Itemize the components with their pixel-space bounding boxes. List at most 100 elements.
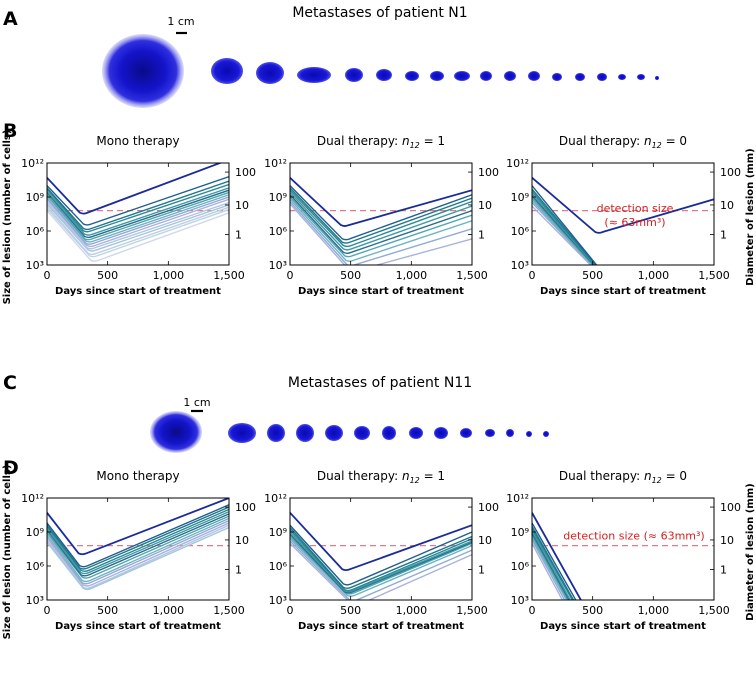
- metastasis-lesion: [382, 426, 396, 440]
- series-line: [532, 202, 593, 265]
- x-axis-label: Days since start of treatment: [298, 286, 464, 297]
- right-axis-label: Diameter of lesion (mm): [745, 483, 756, 620]
- x-tick-label: 1,500: [213, 604, 245, 617]
- series-line: [532, 535, 569, 600]
- series-line: [532, 185, 598, 265]
- series-line: [47, 526, 229, 591]
- chart-n1-dual0: 0 500 1,000 1,500 10³ 10⁶ 10⁹ 10¹² 1 10 100 Dual th…: [506, 134, 756, 297]
- plot-frame: [289, 497, 473, 601]
- series-line: [532, 539, 566, 600]
- metastasis-lesion: [454, 71, 470, 81]
- chart-title: Mono therapy: [96, 134, 179, 148]
- chart-title: Dual therapy: n12 = 0: [559, 134, 687, 150]
- series-line: [532, 193, 596, 265]
- x-tick-label: 1,000: [396, 269, 428, 282]
- y-tick-label: 10³: [26, 259, 44, 272]
- primary-lesion: [150, 411, 202, 453]
- x-tick-label: 500: [582, 604, 603, 617]
- series-line: [532, 197, 595, 265]
- series-line: [532, 525, 575, 600]
- series-line: [532, 528, 574, 600]
- panel-letter-c: C: [3, 372, 17, 394]
- x-tick-label: 1,000: [638, 269, 670, 282]
- series-line: [47, 189, 229, 239]
- x-tick-label: 500: [97, 604, 118, 617]
- series-line: [532, 205, 592, 265]
- metastasis-lesion: [506, 429, 514, 437]
- series-line: [47, 510, 229, 575]
- right-tick-label: 10: [478, 534, 492, 547]
- series-line: [47, 205, 229, 256]
- x-tick-label: 0: [287, 604, 294, 617]
- y-tick-label: 10¹²: [506, 492, 529, 505]
- x-tick-label: 1,000: [638, 604, 670, 617]
- x-tick-label: 500: [340, 269, 361, 282]
- right-tick-label: 1: [235, 228, 242, 241]
- y-axis-label: Size of lesion (number of cells): [2, 130, 13, 305]
- x-tick-label: 500: [97, 269, 118, 282]
- right-axis-label: Diameter of lesion (mm): [745, 148, 756, 285]
- metastases-strip-n1: Metastases of patient N1 1 cm: [102, 5, 659, 108]
- series-line: [47, 163, 223, 215]
- y-tick-label: 10³: [269, 594, 287, 607]
- metastasis-lesion: [618, 74, 626, 80]
- metastasis-lesion: [552, 73, 562, 81]
- y-tick-label: 10⁹: [269, 526, 287, 539]
- detection-annotation: detection size: [597, 202, 674, 215]
- metastasis-lesion: [575, 73, 585, 81]
- plot-frame: [46, 497, 230, 601]
- series-line: [47, 201, 229, 250]
- chart-title: Dual therapy: n12 = 1: [317, 469, 445, 485]
- y-tick-label: 10⁹: [26, 191, 44, 204]
- series-line: [532, 530, 572, 600]
- detection-annotation: detection size (≈ 63mm³): [563, 530, 704, 543]
- primary-lesion: [102, 34, 184, 108]
- series-line: [290, 194, 472, 254]
- series-line: [290, 185, 472, 241]
- x-tick-label: 1,000: [396, 604, 428, 617]
- x-tick-label: 1,000: [153, 269, 185, 282]
- y-tick-label: 10³: [269, 259, 287, 272]
- metastasis-lesion: [485, 429, 495, 437]
- scale-label-n1: 1 cm: [167, 15, 194, 28]
- metastasis-lesion: [267, 424, 285, 442]
- right-tick-label: 10: [720, 534, 734, 547]
- right-tick-label: 10: [720, 199, 734, 212]
- series-line: [532, 512, 582, 600]
- chart-n1-mono: 0 500 1,000 1,500 10³ 10⁶ 10⁹ 10¹² 1 10 100 Mono th…: [2, 130, 256, 305]
- series-line: [47, 198, 229, 248]
- series-line: [47, 175, 229, 226]
- x-axis-label: Days since start of treatment: [540, 621, 706, 632]
- metastasis-lesion: [256, 62, 284, 84]
- metastasis-lesion: [434, 427, 448, 439]
- x-tick-label: 1,500: [698, 269, 730, 282]
- series-line: [47, 210, 229, 262]
- metastasis-lesion: [637, 74, 645, 80]
- x-tick-label: 0: [44, 604, 51, 617]
- metastasis-lesion: [297, 67, 331, 83]
- series-line: [47, 498, 229, 556]
- y-tick-label: 10⁹: [269, 191, 287, 204]
- metastasis-lesion: [405, 71, 419, 81]
- chart-n11-dual0: 0 500 1,000 1,500 10³ 10⁶ 10⁹ 10¹² 1 10 100 Dual th…: [506, 469, 756, 632]
- panel-letter-b: B: [3, 120, 17, 142]
- series-line: [290, 512, 472, 572]
- metastasis-lesion: [504, 71, 516, 81]
- series-line: [290, 187, 472, 244]
- series-line: [47, 203, 229, 252]
- detection-annotation-sub: (≈ 63mm³): [604, 216, 665, 229]
- x-axis-label: Days since start of treatment: [55, 286, 221, 297]
- right-tick-label: 1: [720, 228, 727, 241]
- plot-frame: [46, 162, 230, 266]
- metastasis-lesion: [597, 73, 607, 81]
- x-tick-label: 0: [529, 269, 536, 282]
- metastasis-lesion: [430, 71, 444, 81]
- metastasis-lesion: [345, 68, 363, 82]
- metastases-strip-n11: Metastases of patient N11 1 cm: [150, 375, 549, 453]
- metastasis-lesion: [655, 76, 659, 80]
- x-axis-label: Days since start of treatment: [55, 621, 221, 632]
- y-tick-label: 10⁶: [269, 225, 288, 238]
- metastasis-lesion: [211, 58, 243, 84]
- right-tick-label: 1: [235, 563, 242, 576]
